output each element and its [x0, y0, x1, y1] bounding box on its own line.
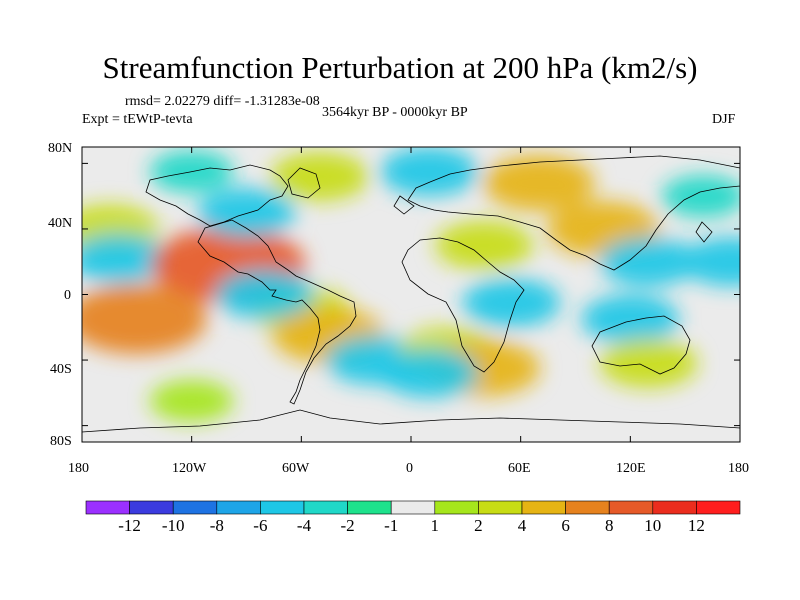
colorbar	[85, 500, 741, 515]
page-title: Streamfunction Perturbation at 200 hPa (…	[102, 50, 698, 85]
lat-tick-label: 0	[64, 288, 71, 303]
blob-neg-africa	[462, 278, 561, 328]
colorbar-tick-label: 10	[644, 516, 662, 535]
colorbar-tick-label: 12	[687, 516, 705, 535]
contour-fills	[82, 147, 740, 423]
season-label: DJF	[712, 112, 736, 127]
coastlines	[82, 155, 740, 433]
colorbar-tick-label: -2	[340, 516, 355, 535]
colorbar-swatch	[390, 500, 436, 515]
lon-tick-label: 0	[406, 461, 413, 476]
blob-pos-antarctic	[149, 380, 234, 423]
colorbar-tick-label: -8	[209, 516, 224, 535]
colorbar-tick-label: 1	[430, 516, 440, 535]
colorbar-swatch	[434, 500, 479, 515]
colorbar-swatch	[521, 500, 566, 515]
colorbar-swatch	[85, 500, 130, 515]
colorbar-tick-label: 2	[474, 516, 483, 535]
lon-tick-label: 120W	[172, 461, 207, 476]
colorbar-swatch	[347, 500, 392, 515]
blob-neg-kamchatka	[661, 175, 740, 218]
lon-tick-label: 180	[68, 461, 89, 476]
blob-neg-australia	[581, 294, 680, 344]
colorbar-tick-label: -4	[296, 516, 312, 535]
colorbar-tick-label: -6	[253, 516, 268, 535]
colorbar-swatch	[260, 500, 305, 515]
blob-neg-equator-atlantic	[215, 270, 314, 319]
blob-neg-arctic-europe	[380, 147, 479, 197]
colorbar-swatch	[696, 500, 741, 515]
blob-pos-south-pacific	[82, 284, 207, 355]
colorbar-tick-label: 4	[517, 516, 527, 535]
colorbar-swatch	[216, 500, 261, 515]
colorbar-tick-label: -10	[161, 516, 185, 535]
colorbar-tick-label: 6	[561, 516, 570, 535]
lat-tick-label: 80S	[50, 434, 72, 449]
colorbar-swatch	[129, 500, 174, 515]
colorbar-swatch	[303, 500, 348, 515]
lon-tick-label: 60W	[282, 461, 310, 476]
blob-neg-southern-ocean	[380, 348, 479, 398]
blob-neg-pacific-west	[599, 237, 698, 287]
blob-pos-africa-north	[435, 220, 534, 270]
colorbar-swatch	[172, 500, 218, 515]
blob-neg-central-pacific	[681, 237, 740, 287]
blob-pos-australia-south	[599, 338, 698, 388]
colorbar-swatch	[608, 500, 654, 515]
blob-pos-siberia	[482, 155, 595, 212]
lon-tick-label: 180	[728, 461, 749, 476]
colorbar-swatch	[478, 500, 523, 515]
axis-ticks	[81, 147, 741, 442]
lat-tick-label: 80N	[48, 141, 73, 156]
lat-tick-label: 40N	[48, 216, 73, 231]
colorbar-tick-label: 8	[604, 516, 614, 535]
stats-label: rmsd= 2.02279 diff= -1.31283e-08	[125, 94, 320, 109]
colorbar-swatch	[565, 500, 610, 515]
colorbar-tick-label: -12	[118, 516, 141, 535]
blob-neg-north-america	[197, 188, 296, 238]
colorbar-tick-label: -1	[384, 516, 399, 535]
blob-neg-hawaii	[82, 233, 168, 283]
blob-pos-arctic	[270, 152, 369, 201]
colorbar-swatch	[652, 500, 697, 515]
experiment-label: Expt = tEWtP-tevta	[82, 112, 193, 127]
period-label: 3564kyr BP - 0000kyr BP	[322, 105, 468, 120]
lat-tick-label: 40S	[50, 362, 72, 377]
lon-tick-label: 60E	[508, 461, 531, 476]
lon-tick-label: 120E	[616, 461, 646, 476]
